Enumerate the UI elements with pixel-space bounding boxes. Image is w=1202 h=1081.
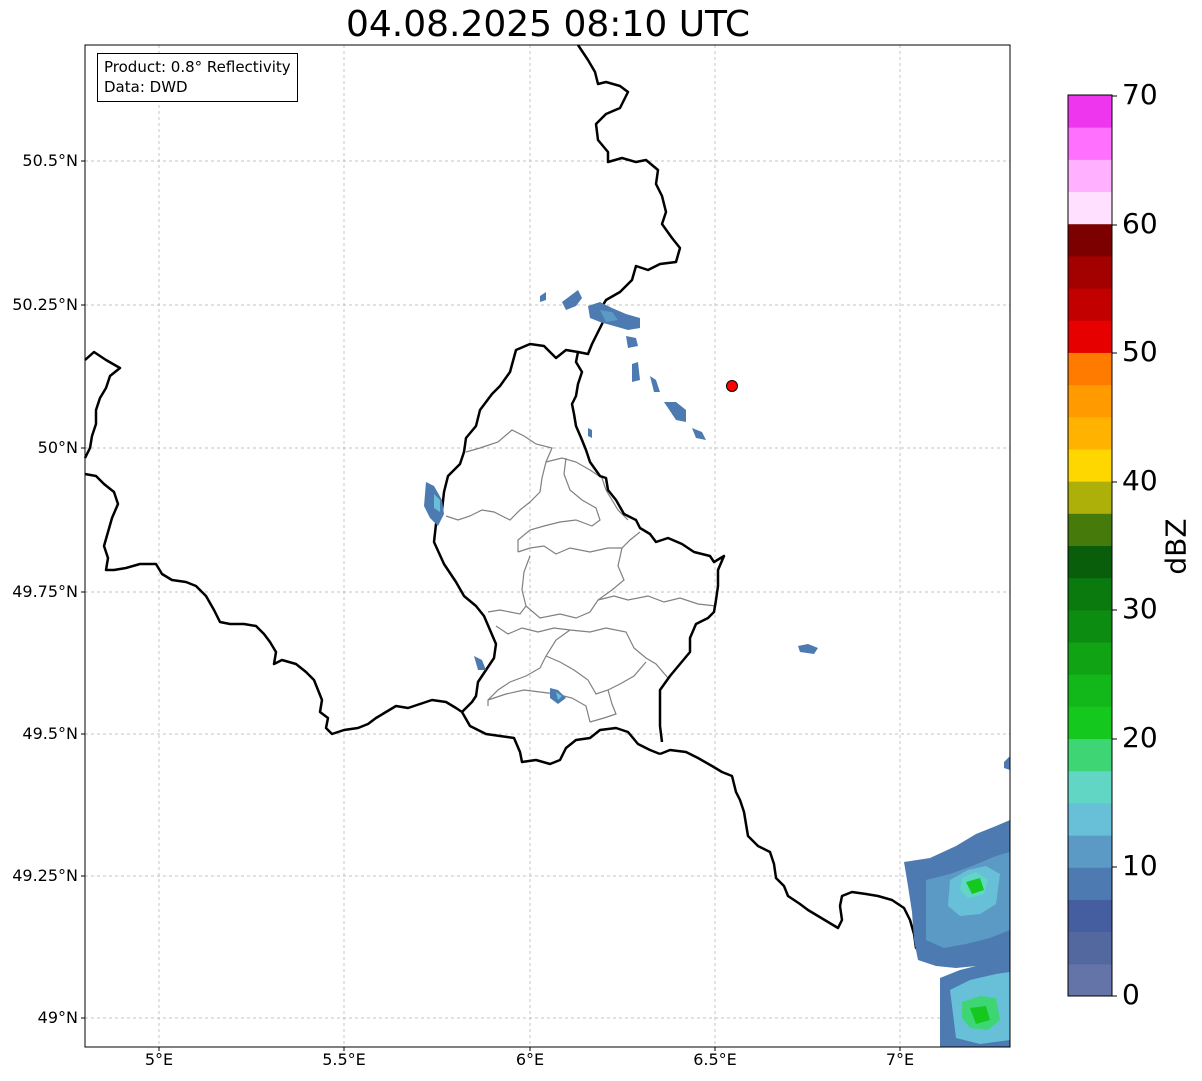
border-be-fr — [84, 472, 463, 736]
colorbar-segment — [1068, 191, 1112, 225]
border-lu-fr — [460, 711, 661, 766]
colorbar-segment — [1068, 609, 1112, 643]
colorbar-segment — [1068, 867, 1112, 900]
lat-tick-label: 50°N — [37, 438, 78, 457]
echo — [970, 1006, 990, 1024]
lat-tick-label: 49.75°N — [12, 582, 78, 601]
echo — [966, 878, 984, 894]
colorbar-segment — [1068, 384, 1112, 418]
district-line — [545, 655, 647, 695]
district-line — [487, 629, 571, 706]
colorbar-segment — [1068, 159, 1112, 193]
colorbar-tick-label: 0 — [1122, 978, 1140, 1011]
echo — [632, 362, 640, 382]
district-line — [517, 531, 641, 555]
colorbar-segment — [1068, 95, 1112, 128]
district-line — [589, 689, 617, 723]
lon-tick-label: 7°E — [885, 1050, 915, 1069]
colorbar-unit-label: dBZ — [1159, 518, 1193, 575]
echo — [600, 310, 618, 322]
product-label: Product: 0.8° Reflectivity — [104, 58, 291, 76]
colorbar-segment — [1068, 899, 1112, 933]
echo — [626, 336, 638, 348]
echo — [540, 292, 546, 302]
echo — [588, 428, 592, 438]
district-boundaries — [445, 429, 717, 723]
lat-tick-label: 50.25°N — [12, 295, 78, 314]
border-be-lu — [432, 342, 579, 713]
gridlines — [85, 45, 1010, 1047]
colorbar-segment — [1068, 931, 1112, 965]
map-frame-bg — [85, 45, 1010, 1047]
colorbar-segment — [1068, 448, 1112, 482]
lat-tick-label: 49°N — [37, 1008, 78, 1027]
colorbar-segment — [1068, 513, 1112, 546]
district-line — [517, 457, 601, 552]
colorbar-tick-label: 70 — [1122, 78, 1158, 111]
data-source-label: Data: DWD — [104, 78, 188, 96]
colorbar-frame — [1067, 94, 1113, 997]
district-line — [545, 457, 629, 521]
colorbar-segment — [1068, 288, 1112, 321]
colorbar-segment — [1068, 352, 1112, 386]
colorbar-segment — [1068, 545, 1112, 579]
colorbar-ticks — [1112, 95, 1117, 997]
district-line — [525, 547, 625, 619]
district-line — [487, 689, 591, 723]
colorbar-segment — [1068, 223, 1112, 257]
echo — [556, 692, 562, 700]
lat-tick-label: 49.5°N — [22, 724, 78, 743]
district-line — [445, 429, 553, 521]
echo — [434, 494, 440, 512]
map-frame — [84, 44, 1011, 1048]
axis-ticks — [81, 160, 901, 1051]
product-info-box: Product: 0.8° Reflectivity Data: DWD — [97, 53, 298, 102]
colorbar-segment — [1068, 642, 1112, 675]
echo — [650, 376, 660, 392]
district-line — [597, 595, 717, 607]
colorbar-segment — [1068, 127, 1112, 160]
colorbar-segment — [1068, 835, 1112, 868]
colorbar-tick-label: 30 — [1122, 592, 1158, 625]
colorbar-segment — [1068, 706, 1112, 740]
echo — [1004, 756, 1010, 770]
colorbar-segment — [1068, 802, 1112, 836]
colorbar-segment — [1068, 770, 1112, 804]
colorbar-segment — [1068, 320, 1112, 353]
colorbar-segment — [1068, 738, 1112, 772]
radar-site-marker[interactable] — [726, 380, 738, 392]
colorbar-tick-label: 50 — [1122, 335, 1158, 368]
colorbar-segment — [1068, 674, 1112, 707]
district-line — [495, 625, 669, 679]
echo — [664, 402, 686, 422]
colorbar-segment — [1068, 416, 1112, 450]
lat-tick-label: 49.25°N — [12, 866, 78, 885]
map-title: 04.08.2025 08:10 UTC — [345, 4, 751, 45]
radar-echoes — [424, 290, 1010, 1047]
border-be-fr-north — [83, 350, 122, 459]
colorbar-segment — [1068, 577, 1112, 611]
lat-tick-label: 50.5°N — [22, 151, 78, 170]
colorbar-segment — [1068, 963, 1112, 997]
colorbar-tick-label: 60 — [1122, 207, 1158, 240]
colorbar-tick-label: 10 — [1122, 849, 1158, 882]
lon-tick-label: 5°E — [144, 1050, 174, 1069]
colorbar-tick-label: 20 — [1122, 721, 1158, 754]
colorbar-tick-label: 40 — [1122, 464, 1158, 497]
echo — [798, 644, 818, 654]
lon-tick-label: 6.5°E — [693, 1050, 737, 1069]
colorbar — [1068, 95, 1112, 997]
colorbar-segment — [1068, 255, 1112, 289]
border-de-lu — [570, 44, 726, 743]
country-borders — [83, 44, 1008, 954]
colorbar-segment — [1068, 481, 1112, 514]
lon-tick-label: 6°E — [515, 1050, 545, 1069]
echo — [474, 656, 486, 670]
echo — [692, 428, 706, 440]
lon-tick-label: 5.5°E — [322, 1050, 366, 1069]
echo — [562, 290, 582, 310]
